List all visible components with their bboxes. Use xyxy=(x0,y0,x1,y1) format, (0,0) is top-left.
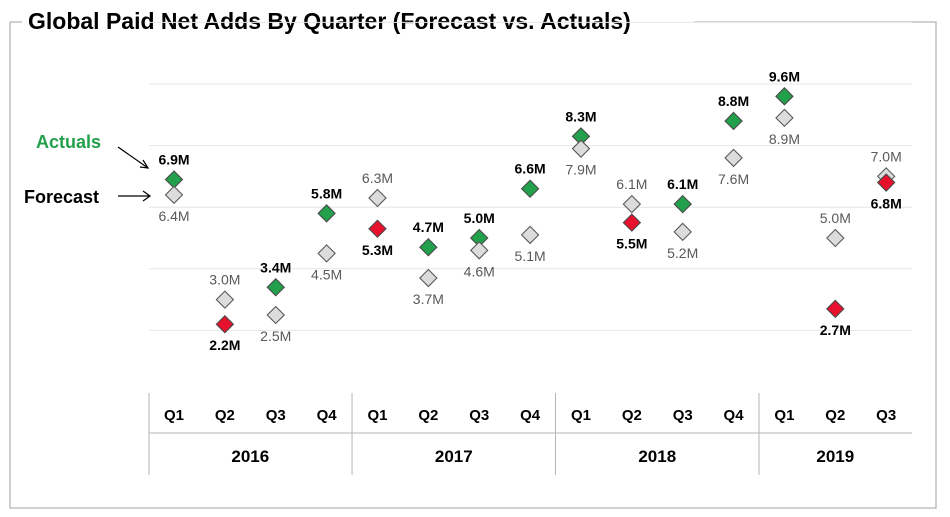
forecast-data-label: 7.9M xyxy=(565,162,596,178)
forecast-point xyxy=(520,225,540,245)
actual-data-label: 2.7M xyxy=(820,322,851,338)
actual-point xyxy=(368,219,387,239)
forecast-data-label: 7.6M xyxy=(718,171,749,187)
forecast-point xyxy=(775,108,794,128)
actual-point xyxy=(215,314,235,334)
forecast-data-label: 7.0M xyxy=(871,148,902,164)
actual-data-label: 2.2M xyxy=(209,337,240,353)
quarter-tick-label: Q2 xyxy=(215,407,235,424)
forecast-data-label: 6.3M xyxy=(362,170,393,186)
forecast-point xyxy=(622,194,642,214)
forecast-data-label: 3.7M xyxy=(413,291,444,307)
quarter-tick-label: Q4 xyxy=(317,407,338,424)
year-tick-label: 2018 xyxy=(638,447,676,466)
forecast-point xyxy=(673,222,692,242)
quarter-tick-label: Q1 xyxy=(367,407,387,424)
quarter-tick-label: Q1 xyxy=(164,407,184,424)
actual-data-label: 6.6M xyxy=(515,161,546,177)
year-tick-label: 2016 xyxy=(231,447,269,466)
forecast-point xyxy=(419,268,438,288)
actual-point xyxy=(317,204,336,223)
forecast-data-label: 8.9M xyxy=(769,131,800,147)
forecast-data-label: 4.6M xyxy=(464,263,495,279)
legend-actuals-label: Actuals xyxy=(36,132,101,152)
quarter-tick-label: Q1 xyxy=(571,407,591,424)
forecast-data-label: 3.0M xyxy=(209,272,240,288)
legend-forecast-label: Forecast xyxy=(24,187,99,207)
gridlines xyxy=(149,21,912,331)
actual-point xyxy=(724,111,743,131)
quarter-tick-label: Q3 xyxy=(876,407,896,424)
forecast-data-label: 2.5M xyxy=(260,328,291,344)
actual-data-label: 4.7M xyxy=(413,219,444,235)
actual-point xyxy=(826,299,845,319)
quarter-tick-label: Q3 xyxy=(469,407,489,424)
actual-data-label: 6.8M xyxy=(871,196,902,212)
forecast-data-label: 4.5M xyxy=(311,266,342,282)
forecast-data-label: 5.2M xyxy=(667,245,698,261)
actual-data-label: 8.8M xyxy=(718,93,749,109)
actual-data-label: 6.1M xyxy=(667,176,698,192)
actual-point xyxy=(876,173,896,192)
quarter-tick-label: Q3 xyxy=(673,407,693,424)
legend: Actuals Forecast xyxy=(24,132,152,207)
forecast-data-label: 6.4M xyxy=(158,208,189,224)
quarter-tick-label: Q2 xyxy=(622,407,642,424)
actual-point xyxy=(419,237,438,257)
forecast-data-label: 6.1M xyxy=(616,176,647,192)
year-tick-label: 2017 xyxy=(435,447,473,466)
actual-data-label: 5.0M xyxy=(464,210,495,226)
chart-title: Global Paid Net Adds By Quarter (Forecas… xyxy=(28,8,631,34)
forecast-point xyxy=(266,305,286,325)
legend-forecast-arrow xyxy=(118,190,152,202)
quarter-tick-label: Q2 xyxy=(825,407,845,424)
quarter-tick-label: Q2 xyxy=(418,407,438,424)
actual-point xyxy=(775,87,794,106)
forecast-point xyxy=(826,228,845,248)
forecast-point xyxy=(317,244,336,263)
legend-actuals-arrow xyxy=(117,146,150,169)
actual-data-label: 5.8M xyxy=(311,185,342,201)
actual-data-label: 8.3M xyxy=(565,108,596,124)
actual-data-label: 5.5M xyxy=(616,236,647,252)
actual-data-label: 6.9M xyxy=(158,151,189,167)
year-tick-label: 2019 xyxy=(816,447,854,466)
actual-data-label: 3.4M xyxy=(260,259,291,275)
actual-point xyxy=(622,213,642,232)
forecast-data-label: 5.1M xyxy=(515,248,546,264)
forecast-data-label: 5.0M xyxy=(820,210,851,226)
quarter-tick-label: Q1 xyxy=(774,407,794,424)
actual-data-label: 9.6M xyxy=(769,68,800,84)
data-points: 6.9M 6.4M 2.2M 3.0M 3.4M 2.5M 5.8M 4.5M 5.3M 6.3M… xyxy=(158,68,901,353)
x-axis: Q1 Q2 Q3 Q4 2016 Q1 Q2 Q3 Q4 2017 Q1 Q2 Q3 Q4 2018 Q1 Q2… xyxy=(148,393,912,475)
actual-point xyxy=(673,194,692,214)
forecast-point xyxy=(724,148,743,168)
forecast-point xyxy=(571,139,591,158)
actual-point xyxy=(520,179,540,198)
actual-point xyxy=(266,278,286,297)
actual-data-label: 5.3M xyxy=(362,242,393,258)
forecast-point xyxy=(368,188,387,208)
quarter-tick-label: Q3 xyxy=(266,407,286,424)
quarter-tick-label: Q4 xyxy=(724,407,745,424)
forecast-point xyxy=(164,185,184,205)
actual-point xyxy=(164,170,184,189)
forecast-point xyxy=(469,241,489,260)
forecast-point xyxy=(215,290,235,309)
quarter-tick-label: Q4 xyxy=(520,407,541,424)
